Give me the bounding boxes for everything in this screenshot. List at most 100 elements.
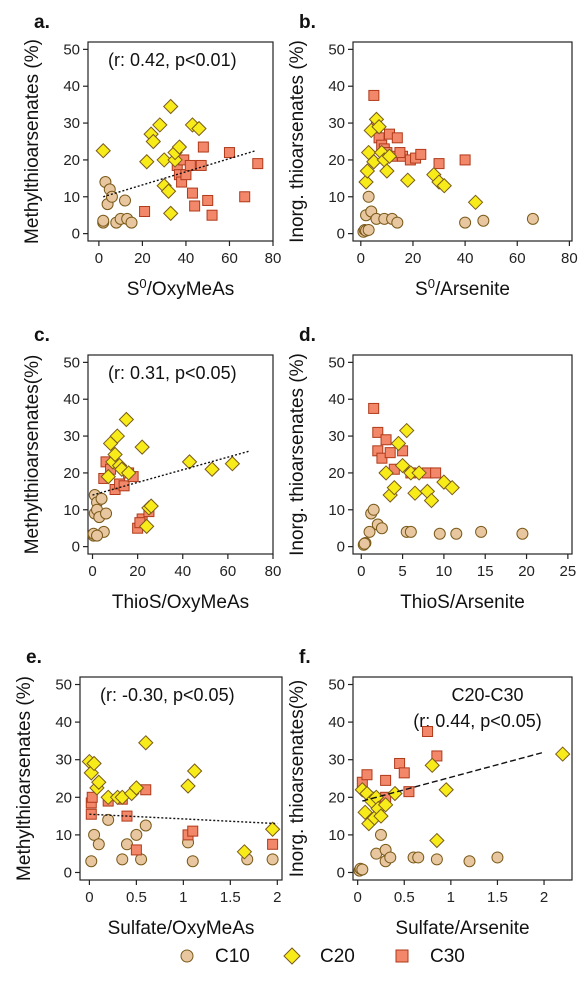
y-tick-label: 10 [63, 189, 80, 206]
y-tick-label: 40 [328, 78, 345, 95]
point-c30 [459, 154, 471, 166]
point-c20 [191, 120, 207, 137]
x-tick-label: 1 [447, 889, 455, 906]
point-c20 [86, 755, 102, 772]
point-c30 [394, 147, 406, 159]
point-c20 [386, 479, 403, 496]
point-c30 [223, 147, 235, 159]
chart-panel-c: 0 20 40 60 80 0 10 20 30 40 50 c. ThioS/OxyMeAs Methy… [22, 325, 281, 613]
point-c20 [180, 778, 196, 794]
y-tick-label: 30 [55, 752, 72, 769]
point-c20 [358, 174, 374, 190]
x-axis-label: S0/OxyMeAs [127, 276, 235, 300]
point-c10 [362, 190, 375, 203]
point-c10 [91, 529, 104, 542]
y-tick-label: 0 [337, 539, 345, 556]
y-tick-label: 30 [328, 115, 345, 132]
y-axis-label: Methylthioarsenates(%) [22, 355, 43, 555]
point-c20 [377, 797, 394, 813]
x-axis-label: ThioS/OxyMeAs [112, 592, 249, 613]
point-c10 [463, 855, 476, 868]
point-c20 [429, 832, 445, 849]
trend-line [103, 150, 256, 198]
trend-line [92, 450, 251, 496]
point-c10 [475, 525, 488, 538]
point-c10 [374, 828, 387, 841]
y-tick-label: 10 [328, 502, 345, 519]
trend-line [362, 751, 545, 802]
x-tick-label: 25 [560, 563, 577, 580]
y-tick-label: 50 [328, 41, 345, 58]
x-tick-label: 1 [179, 889, 187, 906]
x-tick-label: 60 [221, 250, 238, 267]
point-c20 [160, 183, 177, 199]
point-c20 [152, 117, 168, 133]
point-c20 [359, 163, 376, 179]
x-tick-label: 0 [357, 563, 365, 580]
point-c20 [162, 205, 179, 222]
x-tick-label: 40 [178, 250, 195, 267]
plot-frame [352, 354, 573, 555]
point-c30 [384, 447, 396, 459]
y-tick-label: 40 [55, 714, 72, 731]
point-c20 [390, 435, 407, 452]
point-c10 [367, 503, 380, 516]
y-axis-label: Inorg. thioarsenates (%) [287, 40, 308, 243]
y-tick-label: 40 [328, 391, 345, 408]
point-c30 [86, 791, 98, 803]
y-tick-label: 20 [328, 465, 345, 482]
point-c20 [204, 461, 220, 477]
y-tick-label: 50 [328, 677, 345, 694]
point-c30 [202, 194, 214, 206]
point-c20 [236, 844, 253, 860]
point-c30 [368, 89, 380, 101]
point-c30 [252, 158, 264, 170]
point-c20 [400, 172, 416, 188]
point-c20 [162, 98, 179, 115]
point-c30 [189, 200, 201, 212]
x-tick-label: 0 [357, 250, 365, 267]
point-c20 [411, 465, 427, 481]
plot-frame [352, 676, 573, 881]
point-c10 [459, 216, 472, 229]
point-c30 [267, 838, 279, 850]
point-c30 [186, 187, 198, 199]
x-tick-label: 15 [477, 563, 494, 580]
x-tick-label: 40 [457, 250, 474, 267]
point-c10 [125, 216, 138, 229]
panel-label: a. [34, 12, 50, 33]
point-c30 [430, 467, 442, 479]
point-c20 [184, 117, 201, 133]
point-c10 [391, 216, 404, 229]
point-c10 [412, 851, 425, 864]
legend-label: C30 [430, 946, 465, 967]
point-c10 [363, 525, 376, 538]
point-c10 [135, 853, 148, 866]
point-c20 [143, 498, 159, 514]
point-c20 [139, 154, 155, 170]
x-tick-label: 80 [265, 250, 282, 267]
point-c10 [119, 194, 131, 207]
point-c20 [171, 139, 188, 155]
point-c30 [380, 774, 392, 786]
y-tick-label: 50 [63, 41, 80, 58]
point-c20 [95, 143, 111, 159]
point-c30 [372, 426, 384, 438]
x-tick-label: 20 [518, 563, 535, 580]
stats-annotation: C20-C30 [451, 685, 523, 705]
x-tick-label: 60 [509, 250, 526, 267]
y-axis-label: Methylthioarsenates (%) [14, 676, 35, 881]
panel-label: b. [299, 12, 316, 33]
y-tick-label: 10 [63, 502, 80, 519]
point-c10 [362, 223, 375, 236]
point-c30 [239, 191, 251, 203]
plot-frame [79, 676, 283, 881]
point-c10 [92, 838, 105, 851]
point-c20 [438, 782, 454, 798]
x-axis-label: Sulfate/OxyMeAs [108, 918, 255, 939]
x-tick-label: 2 [273, 889, 281, 906]
y-tick-label: 40 [63, 78, 80, 95]
x-tick-label: 80 [561, 250, 578, 267]
point-c20 [128, 780, 145, 796]
